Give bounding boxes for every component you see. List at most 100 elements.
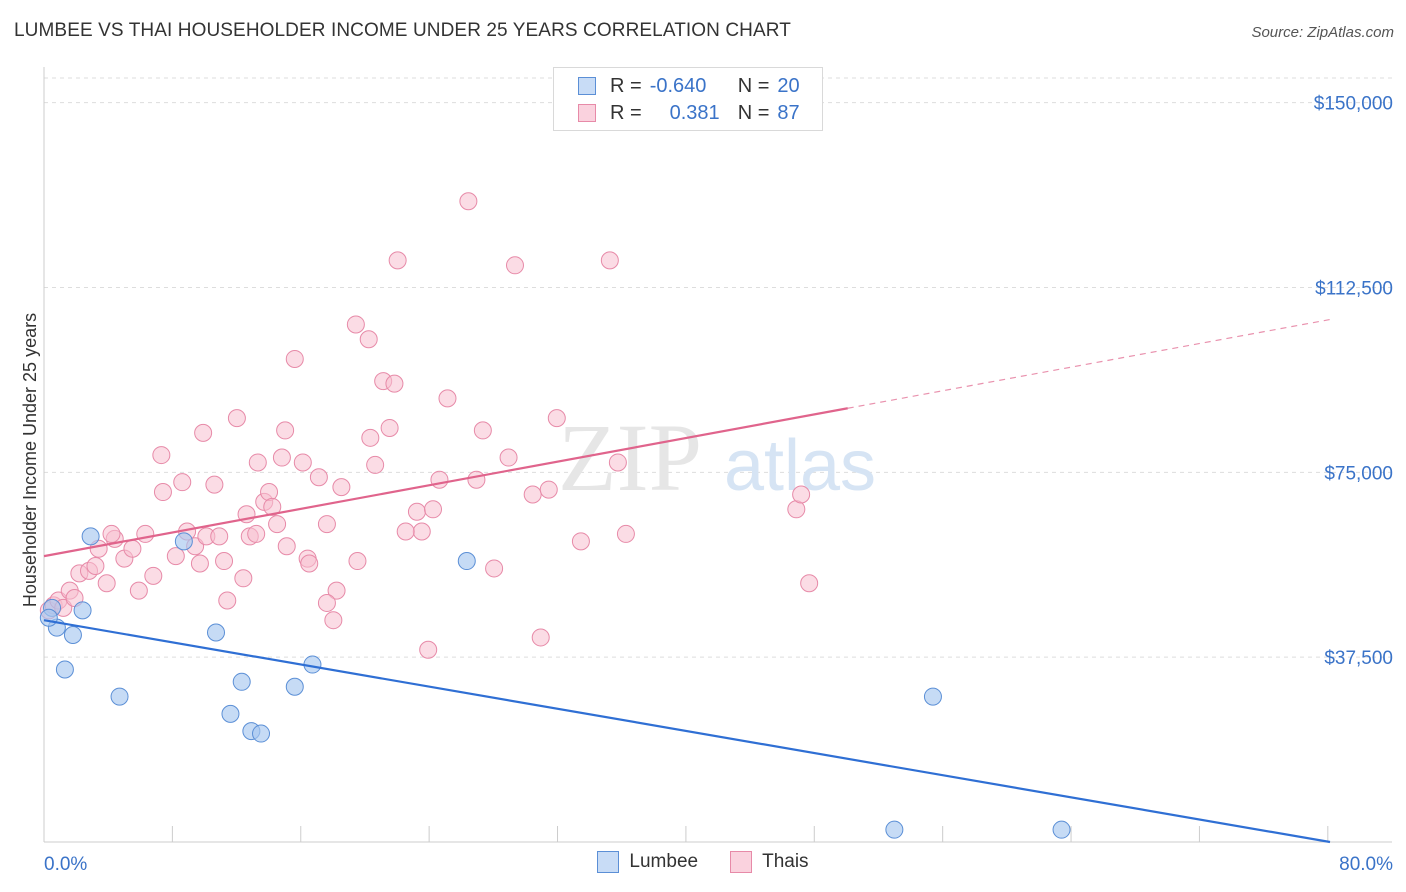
- thai-point: [215, 552, 234, 571]
- thai-point: [97, 574, 116, 593]
- legend-n-label: N =: [737, 74, 770, 97]
- thai-point: [359, 330, 378, 349]
- legend-item-lumbee[interactable]: Lumbee: [597, 851, 698, 873]
- thai-point: [531, 628, 550, 647]
- thai-point: [467, 470, 486, 489]
- thai-point: [424, 500, 443, 519]
- legend-row-thai: R = 0.381 N = 87: [578, 100, 800, 126]
- thai-point: [272, 448, 291, 467]
- thai-point: [473, 421, 492, 440]
- series-legend: Lumbee Thais: [0, 851, 1406, 873]
- thai-point: [194, 423, 213, 442]
- legend-n-label: N =: [737, 101, 770, 124]
- legend-swatch-thais: [730, 851, 753, 873]
- thai-point: [430, 470, 449, 489]
- thai-point: [407, 502, 426, 521]
- y-tick-label: $150,000: [1314, 94, 1393, 115]
- thai-point: [136, 524, 155, 543]
- thai-point: [205, 475, 224, 494]
- legend-row-lumbee: R = -0.640 N = 20: [578, 73, 800, 99]
- thai-point: [348, 552, 367, 571]
- thai-point: [327, 581, 346, 600]
- legend-item-thais[interactable]: Thais: [730, 851, 809, 873]
- thai-point: [324, 611, 343, 630]
- thai-point: [152, 446, 171, 465]
- thai-point: [248, 453, 267, 472]
- y-tick-label: $112,500: [1315, 278, 1393, 299]
- lumbee-point: [55, 660, 74, 679]
- thai-point: [166, 547, 185, 566]
- thai-point: [380, 418, 399, 437]
- thai-point: [309, 468, 328, 487]
- tick-labels: $37,500 $75,000 $112,500 $150,000 0.0% 80.0% H…: [20, 94, 1393, 875]
- watermark: ZIP atlas: [558, 404, 876, 511]
- x-tick-label: 80.0%: [1339, 854, 1393, 875]
- legend-r-value: 0.381: [669, 101, 720, 124]
- lumbee-points: [39, 527, 1071, 839]
- thai-point: [129, 581, 148, 600]
- thai-point: [277, 537, 296, 556]
- legend-n-value: 87: [777, 101, 800, 124]
- chart-title: LUMBEE VS THAI HOUSEHOLDER INCOME UNDER …: [14, 20, 791, 41]
- thai-point: [800, 574, 819, 593]
- thai-point: [153, 483, 172, 502]
- legend-swatch-lumbee: [597, 851, 620, 873]
- thai-point: [144, 566, 163, 585]
- lumbee-point: [252, 724, 271, 743]
- lumbee-point: [885, 820, 904, 839]
- thai-point: [505, 256, 524, 275]
- thai-point: [438, 389, 457, 408]
- thai-trend-line: [43, 407, 848, 558]
- lumbee-trend-line: [43, 619, 1331, 844]
- thai-point: [485, 559, 504, 578]
- thai-point: [247, 524, 266, 543]
- thai-point: [317, 593, 336, 612]
- lumbee-point: [221, 704, 240, 723]
- axes: [43, 67, 1392, 843]
- thai-point: [190, 554, 209, 573]
- thai-point: [608, 453, 627, 472]
- lumbee-point: [457, 552, 476, 571]
- lumbee-point: [81, 527, 100, 546]
- lumbee-point: [110, 687, 129, 706]
- lumbee-point: [285, 677, 304, 696]
- thai-point: [459, 192, 478, 211]
- thai-point: [276, 421, 295, 440]
- thai-point: [123, 539, 142, 558]
- lumbee-point: [1052, 820, 1071, 839]
- source-label: Source: ZipAtlas.com: [1251, 24, 1394, 41]
- legend-r-label: R =: [610, 101, 642, 124]
- thai-point: [600, 251, 619, 270]
- thai-point: [361, 428, 380, 447]
- thai-point: [86, 556, 105, 575]
- thai-point: [366, 455, 385, 474]
- thai-point: [300, 554, 319, 573]
- lumbee-point: [174, 532, 193, 551]
- legend-swatch-lumbee: [578, 77, 596, 95]
- trend-lines: [43, 318, 1331, 844]
- legend-n-value: 20: [777, 74, 800, 97]
- thai-point: [210, 527, 229, 546]
- legend-r-label: R =: [610, 74, 642, 97]
- thai-point: [285, 349, 304, 368]
- legend-swatch-thai: [578, 104, 596, 122]
- legend-label-thais: Thais: [762, 851, 809, 872]
- thai-point: [388, 251, 407, 270]
- thai-point: [346, 315, 365, 334]
- y-tick-label: $37,500: [1324, 648, 1393, 669]
- legend-r-value: -0.640: [649, 74, 707, 97]
- legend-label-lumbee: Lumbee: [629, 851, 699, 872]
- thai-point: [268, 515, 287, 534]
- y-axis-label: Householder Income Under 25 years: [20, 313, 40, 607]
- lumbee-point: [63, 625, 82, 644]
- lumbee-point: [73, 601, 92, 620]
- thai-point: [293, 453, 312, 472]
- thai-point: [260, 483, 279, 502]
- lumbee-point: [39, 608, 58, 627]
- lumbee-point: [207, 623, 226, 642]
- thai-points: [39, 192, 819, 659]
- thai-point: [419, 640, 438, 659]
- thai-point: [412, 522, 431, 541]
- thai-point: [547, 409, 566, 428]
